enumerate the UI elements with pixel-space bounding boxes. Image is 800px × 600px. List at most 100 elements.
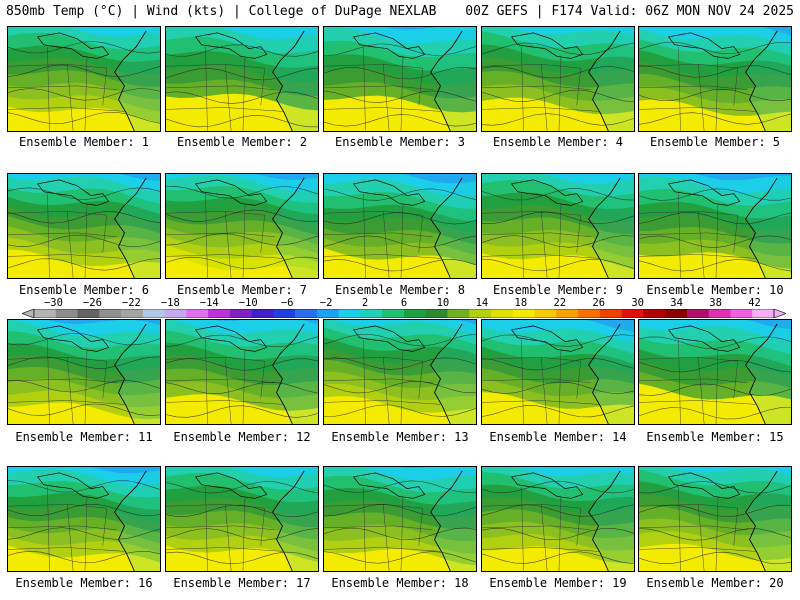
temperature-field bbox=[639, 27, 791, 131]
colorbar-segment bbox=[55, 309, 78, 318]
ensemble-member-label: Ensemble Member: 14 bbox=[489, 430, 627, 444]
model-valid-time: 00Z GEFS | F174 Valid: 06Z MON NOV 24 20… bbox=[465, 4, 794, 19]
temperature-field bbox=[166, 27, 318, 131]
ensemble-member-label: Ensemble Member: 10 bbox=[646, 283, 784, 297]
colorbar-tick-label: 10 bbox=[436, 297, 450, 309]
colorbar-segment bbox=[621, 309, 644, 318]
ensemble-member-map bbox=[638, 173, 792, 279]
ensemble-member-map bbox=[638, 319, 792, 425]
temperature-field bbox=[639, 174, 791, 278]
ensemble-member-label: Ensemble Member: 3 bbox=[334, 135, 466, 149]
colorbar-segment bbox=[208, 309, 231, 318]
colorbar-tick-label: 38 bbox=[709, 297, 722, 309]
ensemble-member-map bbox=[7, 26, 161, 132]
colorbar-tick-label: −18 bbox=[160, 297, 180, 309]
colorbar-segment bbox=[534, 309, 557, 318]
ensemble-member-label: Ensemble Member: 11 bbox=[15, 430, 153, 444]
colorbar-tick-label: 6 bbox=[400, 297, 408, 309]
colorbar-segment bbox=[404, 309, 427, 318]
colorbar-segment bbox=[295, 309, 318, 318]
ensemble-member-map bbox=[638, 466, 792, 572]
colorbar-segment bbox=[99, 309, 122, 318]
colorbar-segment bbox=[251, 309, 274, 318]
colorbar-segment bbox=[34, 309, 57, 318]
temperature-field bbox=[324, 174, 476, 278]
colorbar-labels: −30 −26 −22 −18 −14 −10 −6 −2 2 6 10 14 18 22 26 30 34 38… bbox=[0, 297, 800, 309]
ensemble-member-label: Ensemble Member: 15 bbox=[646, 430, 784, 444]
temperature-field bbox=[482, 467, 634, 571]
ensemble-member-label: Ensemble Member: 2 bbox=[176, 135, 308, 149]
colorbar-segment bbox=[708, 309, 731, 318]
ensemble-member-map bbox=[165, 466, 319, 572]
ensemble-member-map bbox=[7, 173, 161, 279]
colorbar-segment bbox=[273, 309, 296, 318]
temperature-field bbox=[324, 320, 476, 424]
colorbar-tick-label: −6 bbox=[280, 297, 294, 309]
temperature-field bbox=[8, 467, 160, 571]
ensemble-member-label: Ensemble Member: 7 bbox=[176, 283, 308, 297]
temperature-field bbox=[639, 467, 791, 571]
temperature-field bbox=[8, 174, 160, 278]
colorbar-tick-label: 18 bbox=[514, 297, 528, 309]
colorbar-segment bbox=[512, 309, 535, 318]
ensemble-member-map bbox=[481, 26, 635, 132]
ensemble-member-label: Ensemble Member: 6 bbox=[18, 283, 150, 297]
temperature-field bbox=[166, 320, 318, 424]
colorbar-segment bbox=[686, 309, 710, 318]
ensemble-member-label: Ensemble Member: 19 bbox=[489, 576, 627, 590]
temperature-field bbox=[8, 320, 160, 424]
temperature-field bbox=[8, 27, 160, 131]
colorbar-segment bbox=[665, 309, 688, 318]
colorbar-segment bbox=[382, 309, 405, 318]
colorbar-segment bbox=[578, 309, 601, 318]
colorbar-segment bbox=[186, 309, 209, 318]
colorbar-tick-label: 30 bbox=[631, 297, 644, 309]
colorbar-segment bbox=[469, 309, 492, 318]
colorbar-tick-label: −10 bbox=[238, 297, 258, 309]
colorbar-left-arrow bbox=[22, 309, 35, 318]
ensemble-member-label: Ensemble Member: 5 bbox=[649, 135, 781, 149]
colorbar-segment bbox=[229, 309, 252, 318]
temperature-field bbox=[639, 320, 791, 424]
colorbar-segment bbox=[599, 309, 622, 318]
ensemble-member-map bbox=[481, 319, 635, 425]
colorbar-segment bbox=[752, 309, 775, 318]
map-title: 850mb Temp (°C) | Wind (kts) | College o… bbox=[6, 4, 437, 19]
colorbar-segment bbox=[491, 309, 514, 318]
ensemble-member-map bbox=[165, 26, 319, 132]
colorbar-segment bbox=[730, 309, 753, 318]
colorbar-tick-label: −22 bbox=[121, 297, 141, 309]
ensemble-member-map bbox=[165, 319, 319, 425]
colorbar-segment bbox=[447, 309, 470, 318]
colorbar-tick-label: 26 bbox=[592, 297, 606, 309]
temperature-field bbox=[482, 174, 634, 278]
ensemble-member-map bbox=[323, 466, 477, 572]
colorbar-tick-label: 42 bbox=[748, 297, 761, 309]
colorbar-tick-label: −14 bbox=[199, 297, 219, 309]
colorbar-tick-label: 34 bbox=[670, 297, 683, 309]
ensemble-member-map bbox=[323, 173, 477, 279]
ensemble-member-map bbox=[7, 466, 161, 572]
colorbar-tick-label: 14 bbox=[475, 297, 489, 309]
colorbar-segment bbox=[77, 309, 100, 318]
colorbar-segment bbox=[121, 309, 144, 318]
ensemble-member-label: Ensemble Member: 20 bbox=[646, 576, 784, 590]
colorbar-segment bbox=[142, 309, 165, 318]
ensemble-member-map bbox=[481, 173, 635, 279]
colorbar-segment bbox=[338, 309, 361, 318]
ensemble-member-map bbox=[323, 319, 477, 425]
colorbar-tick-label: −26 bbox=[82, 297, 102, 309]
ensemble-member-label: Ensemble Member: 18 bbox=[331, 576, 469, 590]
ensemble-member-map bbox=[481, 466, 635, 572]
ensemble-member-map bbox=[323, 26, 477, 132]
colorbar-segment bbox=[556, 309, 579, 318]
colorbar-segment bbox=[316, 309, 340, 318]
temperature-field bbox=[482, 320, 634, 424]
ensemble-member-label: Ensemble Member: 8 bbox=[334, 283, 466, 297]
temperature-field bbox=[166, 467, 318, 571]
ensemble-member-label: Ensemble Member: 1 bbox=[18, 135, 150, 149]
ensemble-member-label: Ensemble Member: 17 bbox=[173, 576, 311, 590]
colorbar-tick-label: 2 bbox=[361, 297, 369, 309]
colorbar-segment bbox=[643, 309, 666, 318]
colorbar-tick-label: 22 bbox=[553, 297, 567, 309]
